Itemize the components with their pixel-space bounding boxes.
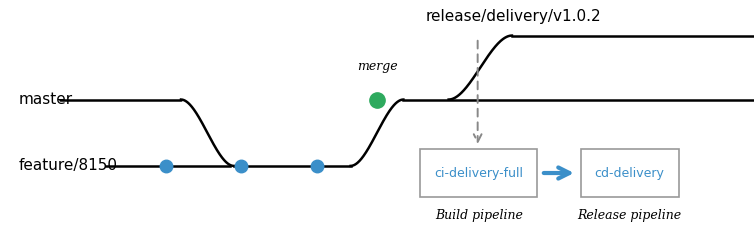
FancyBboxPatch shape [581,149,679,197]
Text: Release pipeline: Release pipeline [578,209,682,222]
Text: ci-delivery-full: ci-delivery-full [434,167,523,179]
Text: master: master [19,92,73,107]
Text: feature/8150: feature/8150 [19,158,118,173]
FancyBboxPatch shape [421,149,537,197]
Text: cd-delivery: cd-delivery [595,167,664,179]
Text: release/delivery/v1.0.2: release/delivery/v1.0.2 [426,9,602,24]
Text: merge: merge [357,60,397,73]
Text: Build pipeline: Build pipeline [435,209,523,222]
